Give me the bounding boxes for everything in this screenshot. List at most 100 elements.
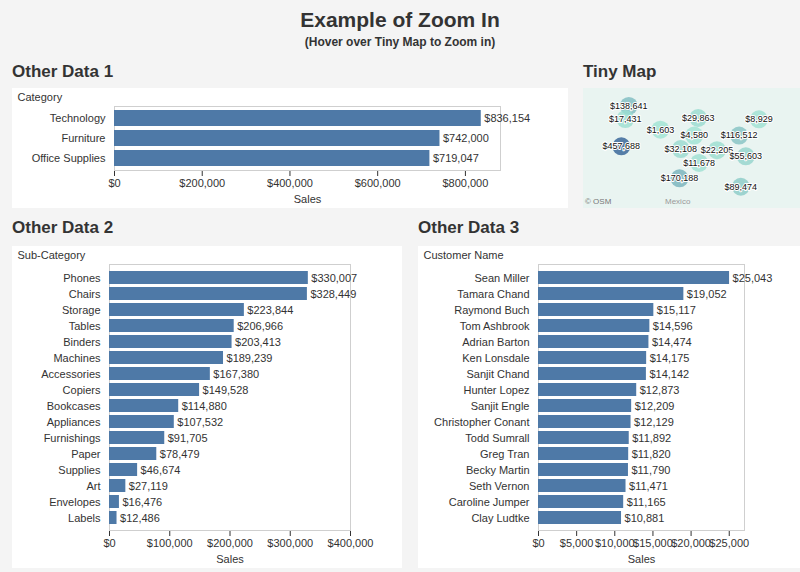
svg-text:$719,047: $719,047 xyxy=(433,152,479,164)
svg-text:$11,471: $11,471 xyxy=(629,480,668,492)
svg-text:$167,380: $167,380 xyxy=(213,368,259,380)
svg-text:Tamara Chand: Tamara Chand xyxy=(457,288,529,300)
svg-text:$55,603: $55,603 xyxy=(730,151,763,161)
svg-text:Machines: Machines xyxy=(53,352,101,364)
svg-text:Caroline Jumper: Caroline Jumper xyxy=(449,496,530,508)
svg-text:Technology: Technology xyxy=(50,112,106,124)
svg-text:Envelopes: Envelopes xyxy=(49,496,101,508)
svg-text:Sales: Sales xyxy=(628,553,656,565)
svg-text:Sean Miller: Sean Miller xyxy=(474,272,529,284)
svg-text:Bookcases: Bookcases xyxy=(47,400,101,412)
svg-text:$10,000: $10,000 xyxy=(595,537,635,549)
svg-text:Office Supplies: Office Supplies xyxy=(32,152,106,164)
svg-text:$200,000: $200,000 xyxy=(207,537,253,549)
svg-text:$328,449: $328,449 xyxy=(310,288,356,300)
svg-text:$29,863: $29,863 xyxy=(682,113,715,123)
svg-text:$800,000: $800,000 xyxy=(442,177,488,189)
svg-text:Category: Category xyxy=(18,91,63,103)
svg-text:Tables: Tables xyxy=(69,320,101,332)
svg-text:$0: $0 xyxy=(532,537,544,549)
svg-text:$22,205: $22,205 xyxy=(701,145,734,155)
svg-text:$114,880: $114,880 xyxy=(182,400,227,412)
svg-text:$14,474: $14,474 xyxy=(652,336,692,348)
svg-text:$8,929: $8,929 xyxy=(745,114,773,124)
svg-text:$1,603: $1,603 xyxy=(647,125,675,135)
svg-text:Sales: Sales xyxy=(216,553,244,565)
svg-text:Storage: Storage xyxy=(62,304,101,316)
svg-text:$11,165: $11,165 xyxy=(627,496,666,508)
svg-text:$14,596: $14,596 xyxy=(653,320,693,332)
svg-text:$0: $0 xyxy=(108,177,120,189)
svg-text:$78,479: $78,479 xyxy=(160,448,200,460)
svg-text:$400,000: $400,000 xyxy=(267,177,313,189)
svg-text:$189,239: $189,239 xyxy=(227,352,273,364)
svg-text:$12,129: $12,129 xyxy=(634,416,674,428)
svg-text:$12,209: $12,209 xyxy=(635,400,675,412)
svg-text:$400,000: $400,000 xyxy=(328,537,374,549)
svg-text:Appliances: Appliances xyxy=(47,416,101,428)
svg-text:Customer Name: Customer Name xyxy=(424,249,504,261)
svg-text:Tom Ashbrook: Tom Ashbrook xyxy=(460,320,530,332)
svg-text:Ken Lonsdale: Ken Lonsdale xyxy=(462,352,529,364)
svg-text:$203,413: $203,413 xyxy=(235,336,281,348)
svg-text:$91,705: $91,705 xyxy=(168,432,208,444)
svg-text:$11,790: $11,790 xyxy=(631,464,670,476)
svg-text:Seth Vernon: Seth Vernon xyxy=(469,480,530,492)
svg-text:$100,000: $100,000 xyxy=(147,537,193,549)
svg-text:Becky Martin: Becky Martin xyxy=(466,464,530,476)
svg-text:Raymond Buch: Raymond Buch xyxy=(454,304,529,316)
svg-text:$138,641: $138,641 xyxy=(610,101,648,111)
svg-text:$19,052: $19,052 xyxy=(687,288,727,300)
svg-text:$457,688: $457,688 xyxy=(603,141,641,151)
svg-text:$742,000: $742,000 xyxy=(443,132,489,144)
svg-text:Sanjit Chand: Sanjit Chand xyxy=(467,368,530,380)
svg-text:$27,119: $27,119 xyxy=(129,480,168,492)
svg-text:Binders: Binders xyxy=(63,336,101,348)
svg-text:Todd Sumrall: Todd Sumrall xyxy=(465,432,529,444)
svg-text:Clay Ludtke: Clay Ludtke xyxy=(471,512,529,524)
svg-text:$11,678: $11,678 xyxy=(683,158,715,168)
svg-text:Sub-Category: Sub-Category xyxy=(18,249,86,261)
svg-text:$116,512: $116,512 xyxy=(721,130,758,140)
svg-text:Accessories: Accessories xyxy=(41,368,101,380)
svg-text:$10,881: $10,881 xyxy=(625,512,665,524)
svg-text:Sales: Sales xyxy=(294,193,322,205)
svg-text:$12,873: $12,873 xyxy=(640,384,680,396)
svg-text:$46,674: $46,674 xyxy=(141,464,181,476)
svg-text:Adrian Barton: Adrian Barton xyxy=(462,336,529,348)
svg-text:Hunter Lopez: Hunter Lopez xyxy=(463,384,529,396)
svg-text:Art: Art xyxy=(86,480,100,492)
svg-text:$0: $0 xyxy=(103,537,115,549)
svg-text:$25,000: $25,000 xyxy=(709,537,749,549)
svg-text:$11,820: $11,820 xyxy=(632,448,671,460)
svg-text:$223,844: $223,844 xyxy=(247,304,293,316)
svg-text:$15,117: $15,117 xyxy=(657,304,696,316)
svg-text:$5,000: $5,000 xyxy=(560,537,594,549)
svg-text:$4,580: $4,580 xyxy=(680,130,708,140)
svg-text:$330,007: $330,007 xyxy=(311,272,357,284)
svg-text:Christopher Conant: Christopher Conant xyxy=(434,416,529,428)
svg-text:$20,000: $20,000 xyxy=(671,537,711,549)
svg-text:$206,966: $206,966 xyxy=(237,320,283,332)
svg-text:$32,108: $32,108 xyxy=(664,144,697,154)
svg-text:Copiers: Copiers xyxy=(63,384,101,396)
svg-text:Chairs: Chairs xyxy=(69,288,101,300)
svg-text:$107,532: $107,532 xyxy=(177,416,223,428)
svg-text:$15,000: $15,000 xyxy=(633,537,673,549)
svg-text:Labels: Labels xyxy=(68,512,101,524)
svg-text:$17,431: $17,431 xyxy=(609,114,642,124)
svg-text:$200,000: $200,000 xyxy=(179,177,225,189)
svg-text:$149,528: $149,528 xyxy=(203,384,249,396)
svg-text:$600,000: $600,000 xyxy=(355,177,401,189)
svg-text:$16,476: $16,476 xyxy=(122,496,162,508)
svg-text:$25,043: $25,043 xyxy=(733,272,773,284)
svg-text:$89,474: $89,474 xyxy=(725,182,758,192)
svg-text:$12,486: $12,486 xyxy=(120,512,160,524)
svg-text:$300,000: $300,000 xyxy=(267,537,313,549)
svg-text:$170,188: $170,188 xyxy=(661,173,699,183)
svg-text:Sanjit Engle: Sanjit Engle xyxy=(471,400,530,412)
svg-text:Phones: Phones xyxy=(63,272,101,284)
svg-text:Paper: Paper xyxy=(71,448,101,460)
svg-text:$11,892: $11,892 xyxy=(632,432,671,444)
svg-text:Supplies: Supplies xyxy=(58,464,101,476)
